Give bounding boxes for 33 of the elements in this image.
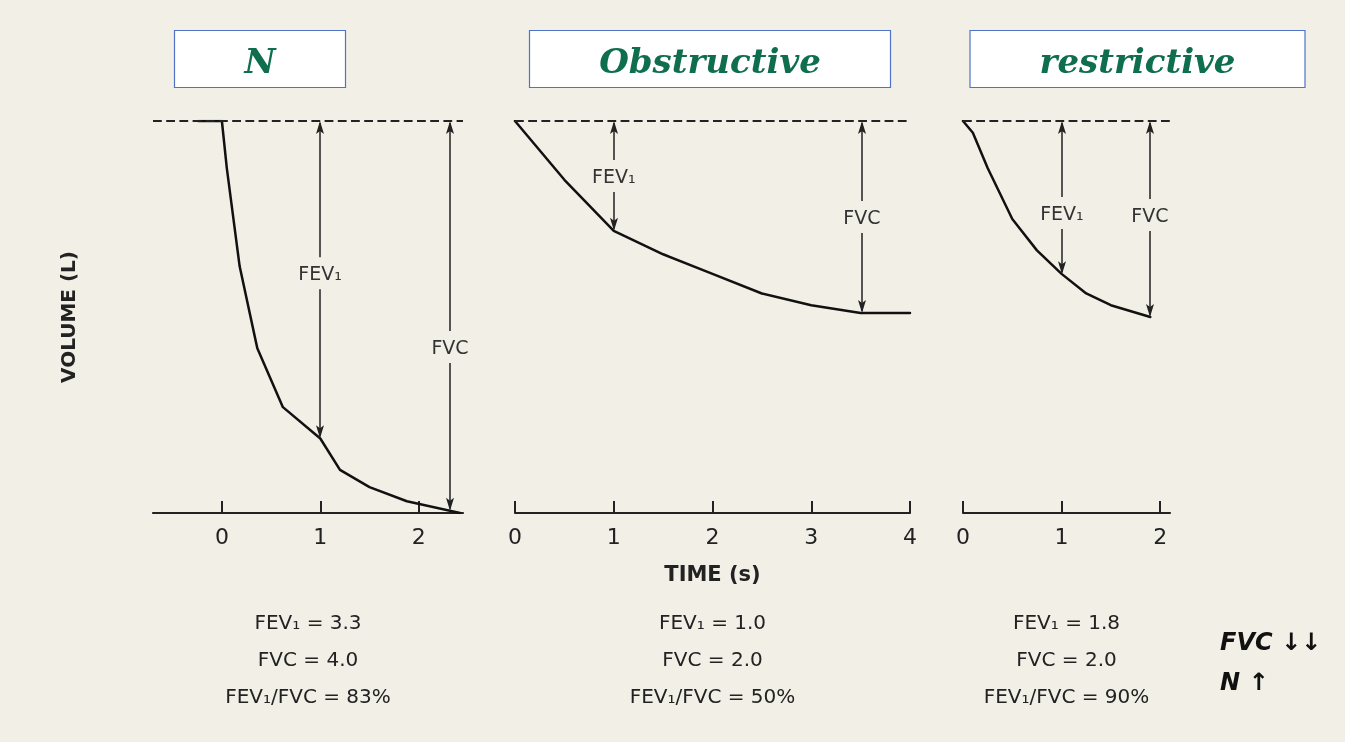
y-axis-title: VOLUME (L) [56, 251, 80, 383]
x-tick-label: 2 [705, 523, 720, 549]
text: FEV₁ = 1.0 [658, 610, 767, 634]
x-tick-label: 1 [313, 523, 328, 549]
annotation: FVC [843, 206, 881, 229]
text: FEV₁ = 3.3 [254, 610, 362, 634]
annotation: FEV₁ [298, 262, 342, 285]
chart-title: N [243, 41, 278, 81]
x-tick-label: 0 [508, 523, 522, 549]
text: FEV₁ = 1.8 [1012, 610, 1121, 634]
x-tick-label: 1 [606, 523, 621, 549]
annotation: FVC [431, 336, 469, 359]
x-tick-label: 2 [1153, 523, 1168, 549]
x-axis-title: TIME (s) [664, 561, 761, 586]
annotation: FEV₁ [591, 164, 636, 187]
text: FEV₁/FVC = 50% [629, 684, 796, 708]
x-tick-label: 3 [804, 523, 819, 549]
x-tick-label: 0 [956, 523, 970, 549]
text: FEV₁/FVC = 83% [225, 684, 391, 708]
text: FEV₁/FVC = 90% [983, 684, 1150, 708]
text: FVC = 2.0 [662, 647, 763, 671]
text: N ↑ [1220, 668, 1269, 696]
annotation: FEV₁ [1040, 201, 1084, 224]
chart-title: Obstructive [599, 41, 821, 81]
x-tick-label: 2 [411, 523, 426, 549]
text: FVC = 4.0 [257, 647, 359, 671]
annotation: FVC [1131, 204, 1169, 227]
text: FVC ↓↓ [1220, 628, 1322, 656]
x-tick-label: 1 [1054, 523, 1069, 549]
chart-title: restrictive [1039, 41, 1236, 81]
x-tick-label: 0 [214, 523, 229, 549]
text: FVC = 2.0 [1016, 647, 1117, 671]
x-tick-label: 4 [903, 523, 917, 549]
